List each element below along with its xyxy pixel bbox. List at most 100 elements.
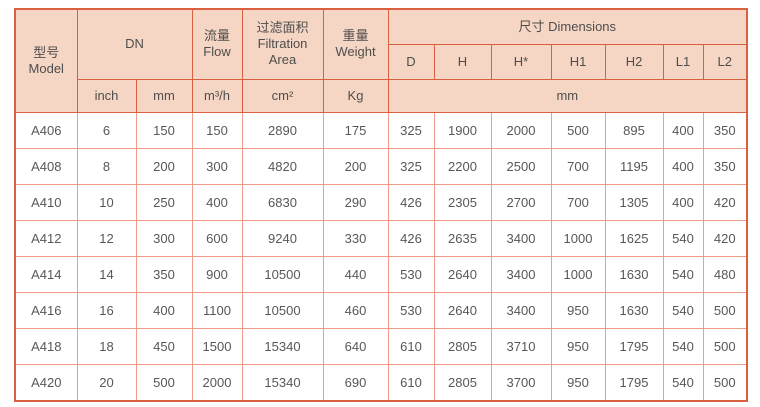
cell-dim-h2: 1630 [604, 255, 664, 293]
flow-label-cn: 流量 [203, 28, 230, 44]
cell-dn-mm: 150 [135, 111, 193, 149]
cell-model: A406 [14, 111, 78, 149]
cell-dim-l2: 420 [702, 183, 748, 221]
cell-flow: 300 [191, 147, 243, 185]
cell-dn-inch: 10 [76, 183, 137, 221]
cell-dim-h2: 895 [604, 111, 664, 149]
cell-dim-d: 426 [387, 183, 435, 221]
cell-model: A410 [14, 183, 78, 221]
cell-dim-hstar: 3700 [490, 363, 552, 401]
cell-model: A412 [14, 219, 78, 257]
cell-weight: 690 [322, 363, 389, 401]
table-row: A416 16 400 1100 10500 460 530 2640 3400 950 1630 5… [14, 291, 748, 329]
filtration-label-en2: Area [268, 52, 297, 68]
cell-dn-mm: 500 [135, 363, 193, 401]
cell-filtration-area: 10500 [241, 255, 324, 293]
table-row: A418 18 450 1500 15340 640 610 2805 3710 950 1795 5… [14, 327, 748, 365]
cell-dn-mm: 250 [135, 183, 193, 221]
cell-filtration-area: 15340 [241, 363, 324, 401]
cell-dim-l2: 420 [702, 219, 748, 257]
table-row: A408 8 200 300 4820 200 325 2200 2500 700 1195 400 3… [14, 147, 748, 185]
table-row: A420 20 500 2000 15340 690 610 2805 3700 950 1795 5… [14, 363, 748, 401]
cell-weight: 440 [322, 255, 389, 293]
filtration-label-cn: 过滤面积 [256, 20, 309, 36]
cell-dim-l1: 540 [662, 219, 704, 257]
filtration-label-en1: Filtration [257, 36, 308, 52]
cell-dim-l1: 540 [662, 327, 704, 365]
cell-dim-d: 325 [387, 111, 435, 149]
cell-filtration-area: 2890 [241, 111, 324, 149]
cell-flow: 2000 [191, 363, 243, 401]
col-header-model: 型号 Model [14, 8, 78, 113]
cell-dim-l1: 540 [662, 363, 704, 401]
model-label-cn: 型号 [33, 44, 60, 60]
col-header-dn: DN [76, 8, 193, 80]
cell-dim-hstar: 3400 [490, 255, 552, 293]
cell-flow: 1100 [191, 291, 243, 329]
header-row-units: inch mm m³/h cm² Kg mm [15, 78, 748, 113]
unit-area: cm² [241, 78, 324, 113]
cell-dim-h1: 500 [550, 111, 606, 149]
cell-dim-h: 2305 [433, 183, 492, 221]
cell-flow: 150 [191, 111, 243, 149]
cell-dim-l1: 400 [662, 111, 704, 149]
cell-dim-h1: 950 [550, 327, 606, 365]
cell-dim-hstar: 2700 [490, 183, 552, 221]
cell-weight: 460 [322, 291, 389, 329]
col-header-dim-h2: H2 [604, 43, 664, 80]
cell-dim-h1: 1000 [550, 219, 606, 257]
cell-weight: 175 [322, 111, 389, 149]
cell-dn-mm: 200 [135, 147, 193, 185]
cell-dim-l2: 500 [702, 327, 748, 365]
cell-dim-d: 325 [387, 147, 435, 185]
cell-dim-hstar: 3400 [490, 219, 552, 257]
col-header-weight: 重量 Weight [322, 8, 389, 80]
table-row: A406 6 150 150 2890 175 325 1900 2000 500 895 400 35… [14, 111, 748, 149]
weight-label-en: Weight [335, 44, 376, 60]
cell-dim-l1: 540 [662, 255, 704, 293]
cell-filtration-area: 6830 [241, 183, 324, 221]
cell-dn-inch: 14 [76, 255, 137, 293]
cell-dn-inch: 8 [76, 147, 137, 185]
unit-mm: mm [135, 78, 193, 113]
cell-dn-inch: 12 [76, 219, 137, 257]
cell-dim-h: 2805 [433, 327, 492, 365]
unit-flow: m³/h [191, 78, 243, 113]
cell-filtration-area: 4820 [241, 147, 324, 185]
table-body: A406 6 150 150 2890 175 325 1900 2000 500 895 400 35… [14, 111, 748, 401]
cell-dim-h1: 700 [550, 183, 606, 221]
cell-weight: 290 [322, 183, 389, 221]
unit-weight: Kg [322, 78, 389, 113]
cell-dim-l2: 350 [702, 147, 748, 185]
cell-dim-h1: 1000 [550, 255, 606, 293]
cell-dim-l2: 500 [702, 363, 748, 401]
cell-dim-l2: 350 [702, 111, 748, 149]
table-header: 型号 Model DN 流量 Flow 过滤面积 Filtration Area… [14, 8, 748, 113]
cell-dim-l1: 400 [662, 147, 704, 185]
col-header-dimensions: 尺寸 Dimensions [387, 8, 748, 45]
cell-dim-h2: 1195 [604, 147, 664, 185]
cell-dim-hstar: 3400 [490, 291, 552, 329]
unit-inch: inch [76, 78, 137, 113]
cell-model: A408 [14, 147, 78, 185]
cell-filtration-area: 10500 [241, 291, 324, 329]
cell-dim-h: 2805 [433, 363, 492, 401]
table-row: A412 12 300 600 9240 330 426 2635 3400 1000 1625 54… [14, 219, 748, 257]
header-row-1: 型号 Model DN 流量 Flow 过滤面积 Filtration Area… [14, 8, 748, 113]
specification-table: 型号 Model DN 流量 Flow 过滤面积 Filtration Area… [14, 8, 749, 402]
cell-weight: 200 [322, 147, 389, 185]
table-row: A414 14 350 900 10500 440 530 2640 3400 1000 1630 5… [14, 255, 748, 293]
cell-dim-d: 426 [387, 219, 435, 257]
col-header-filtration-area: 过滤面积 Filtration Area [241, 8, 324, 80]
cell-flow: 400 [191, 183, 243, 221]
col-header-dim-l2: L2 [702, 43, 748, 80]
cell-filtration-area: 9240 [241, 219, 324, 257]
cell-dn-mm: 350 [135, 255, 193, 293]
cell-dim-l1: 400 [662, 183, 704, 221]
cell-dim-h: 2640 [433, 255, 492, 293]
cell-dim-d: 530 [387, 291, 435, 329]
header-row-2: D H H* H1 H2 L1 L2 [15, 43, 748, 80]
col-header-dim-l1: L1 [662, 43, 704, 80]
cell-model: A414 [14, 255, 78, 293]
cell-dim-h1: 950 [550, 291, 606, 329]
